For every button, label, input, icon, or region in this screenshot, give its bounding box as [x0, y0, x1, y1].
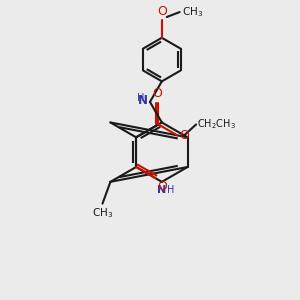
Text: ethyl: ethyl: [198, 121, 202, 122]
Text: O: O: [152, 87, 162, 100]
Text: CH$_3$: CH$_3$: [92, 207, 113, 220]
Text: CH$_3$: CH$_3$: [182, 5, 203, 19]
Text: O: O: [157, 5, 167, 18]
Text: H: H: [167, 185, 174, 195]
Text: CH$_2$CH$_3$: CH$_2$CH$_3$: [197, 118, 236, 131]
Text: H: H: [136, 93, 144, 103]
Text: O: O: [179, 129, 189, 142]
Text: N: N: [138, 94, 148, 107]
Text: O: O: [157, 180, 167, 193]
Text: N: N: [157, 185, 167, 195]
